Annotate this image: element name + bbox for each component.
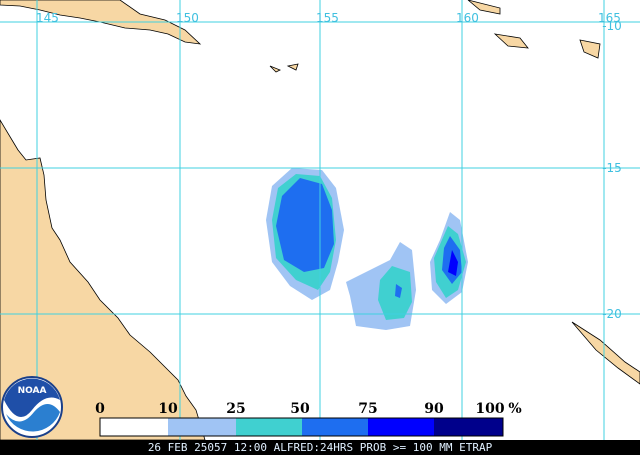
lat-label: -15 (602, 161, 622, 175)
legend-swatch (368, 418, 434, 436)
australia (0, 119, 206, 441)
graticule (0, 0, 640, 440)
lon-label: 150 (176, 11, 199, 25)
legend-label: 90 (424, 401, 444, 417)
new-caledonia (571, 321, 640, 385)
legend-label: 25 (226, 401, 245, 417)
islet (286, 63, 299, 71)
prob-25 (378, 266, 412, 320)
precip (266, 168, 468, 330)
legend-label: 50 (290, 401, 310, 417)
legend-swatch (302, 418, 368, 436)
noaa-logo: NOAA (1, 376, 63, 438)
lon-label: 155 (316, 11, 339, 25)
islet (269, 65, 281, 73)
legend-unit: % (508, 401, 521, 417)
lat-label: -20 (602, 307, 622, 321)
lon-label: 165 (598, 11, 621, 25)
legend-swatch (168, 418, 236, 436)
prob-75 (448, 250, 458, 276)
legend-label: 10 (158, 401, 178, 417)
legend-label: 100 (475, 401, 504, 417)
lon-label: 160 (456, 11, 479, 25)
solomon-2 (493, 33, 529, 49)
solomon-1 (467, 0, 501, 15)
legend-swatch (236, 418, 302, 436)
logo-text: NOAA (18, 386, 47, 396)
footer-text: 26 FEB 25057 12:00 ALFRED:24HRS PROB >= … (148, 441, 493, 454)
prob-50 (395, 284, 402, 298)
legend-swatch (100, 418, 168, 436)
legend-label: 0 (95, 401, 105, 417)
lat-label: -10 (602, 19, 622, 33)
solomon-3 (579, 39, 601, 59)
footer-bar (0, 440, 640, 455)
legend-label: 75 (358, 401, 377, 417)
legend-frame (99, 417, 504, 437)
legend-swatch (434, 418, 503, 436)
legend: 0 10 25 50 75 90 100 % (95, 401, 522, 437)
lon-label: 145 (36, 11, 59, 25)
